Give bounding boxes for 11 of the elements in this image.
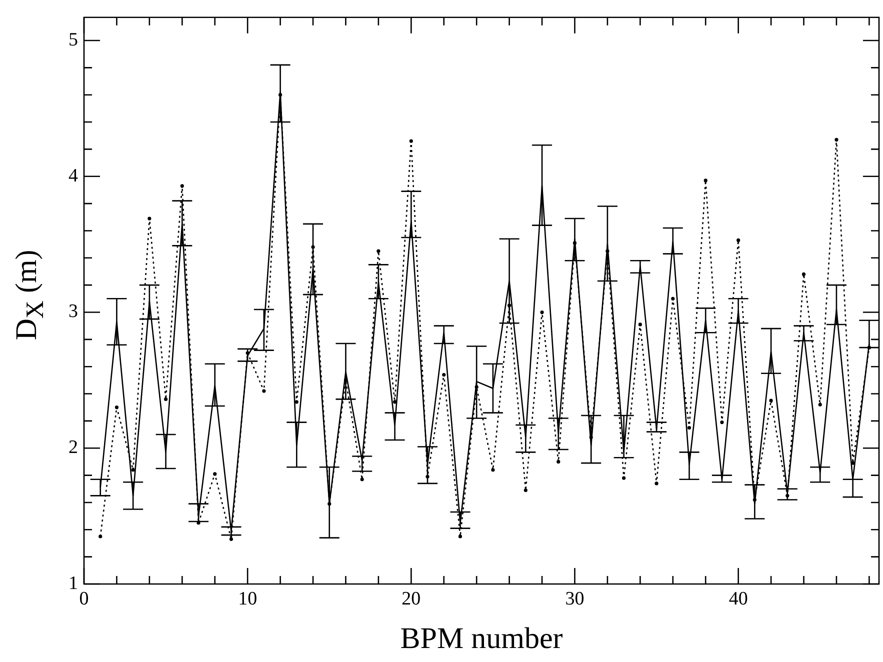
y-tick-label: 3	[68, 301, 78, 322]
x-tick-label: 10	[238, 588, 258, 610]
y-tick-label: 5	[68, 29, 78, 50]
x-axis-title: BPM number	[400, 622, 563, 655]
y-tick-label: 1	[68, 572, 78, 594]
x-tick-label: 30	[565, 588, 584, 610]
y-tick-label: 4	[68, 165, 78, 186]
x-tick-label: 40	[728, 588, 748, 610]
y-tick-label: 2	[68, 437, 78, 458]
x-tick-label: 20	[402, 588, 421, 610]
x-tick-label: 0	[79, 588, 89, 610]
